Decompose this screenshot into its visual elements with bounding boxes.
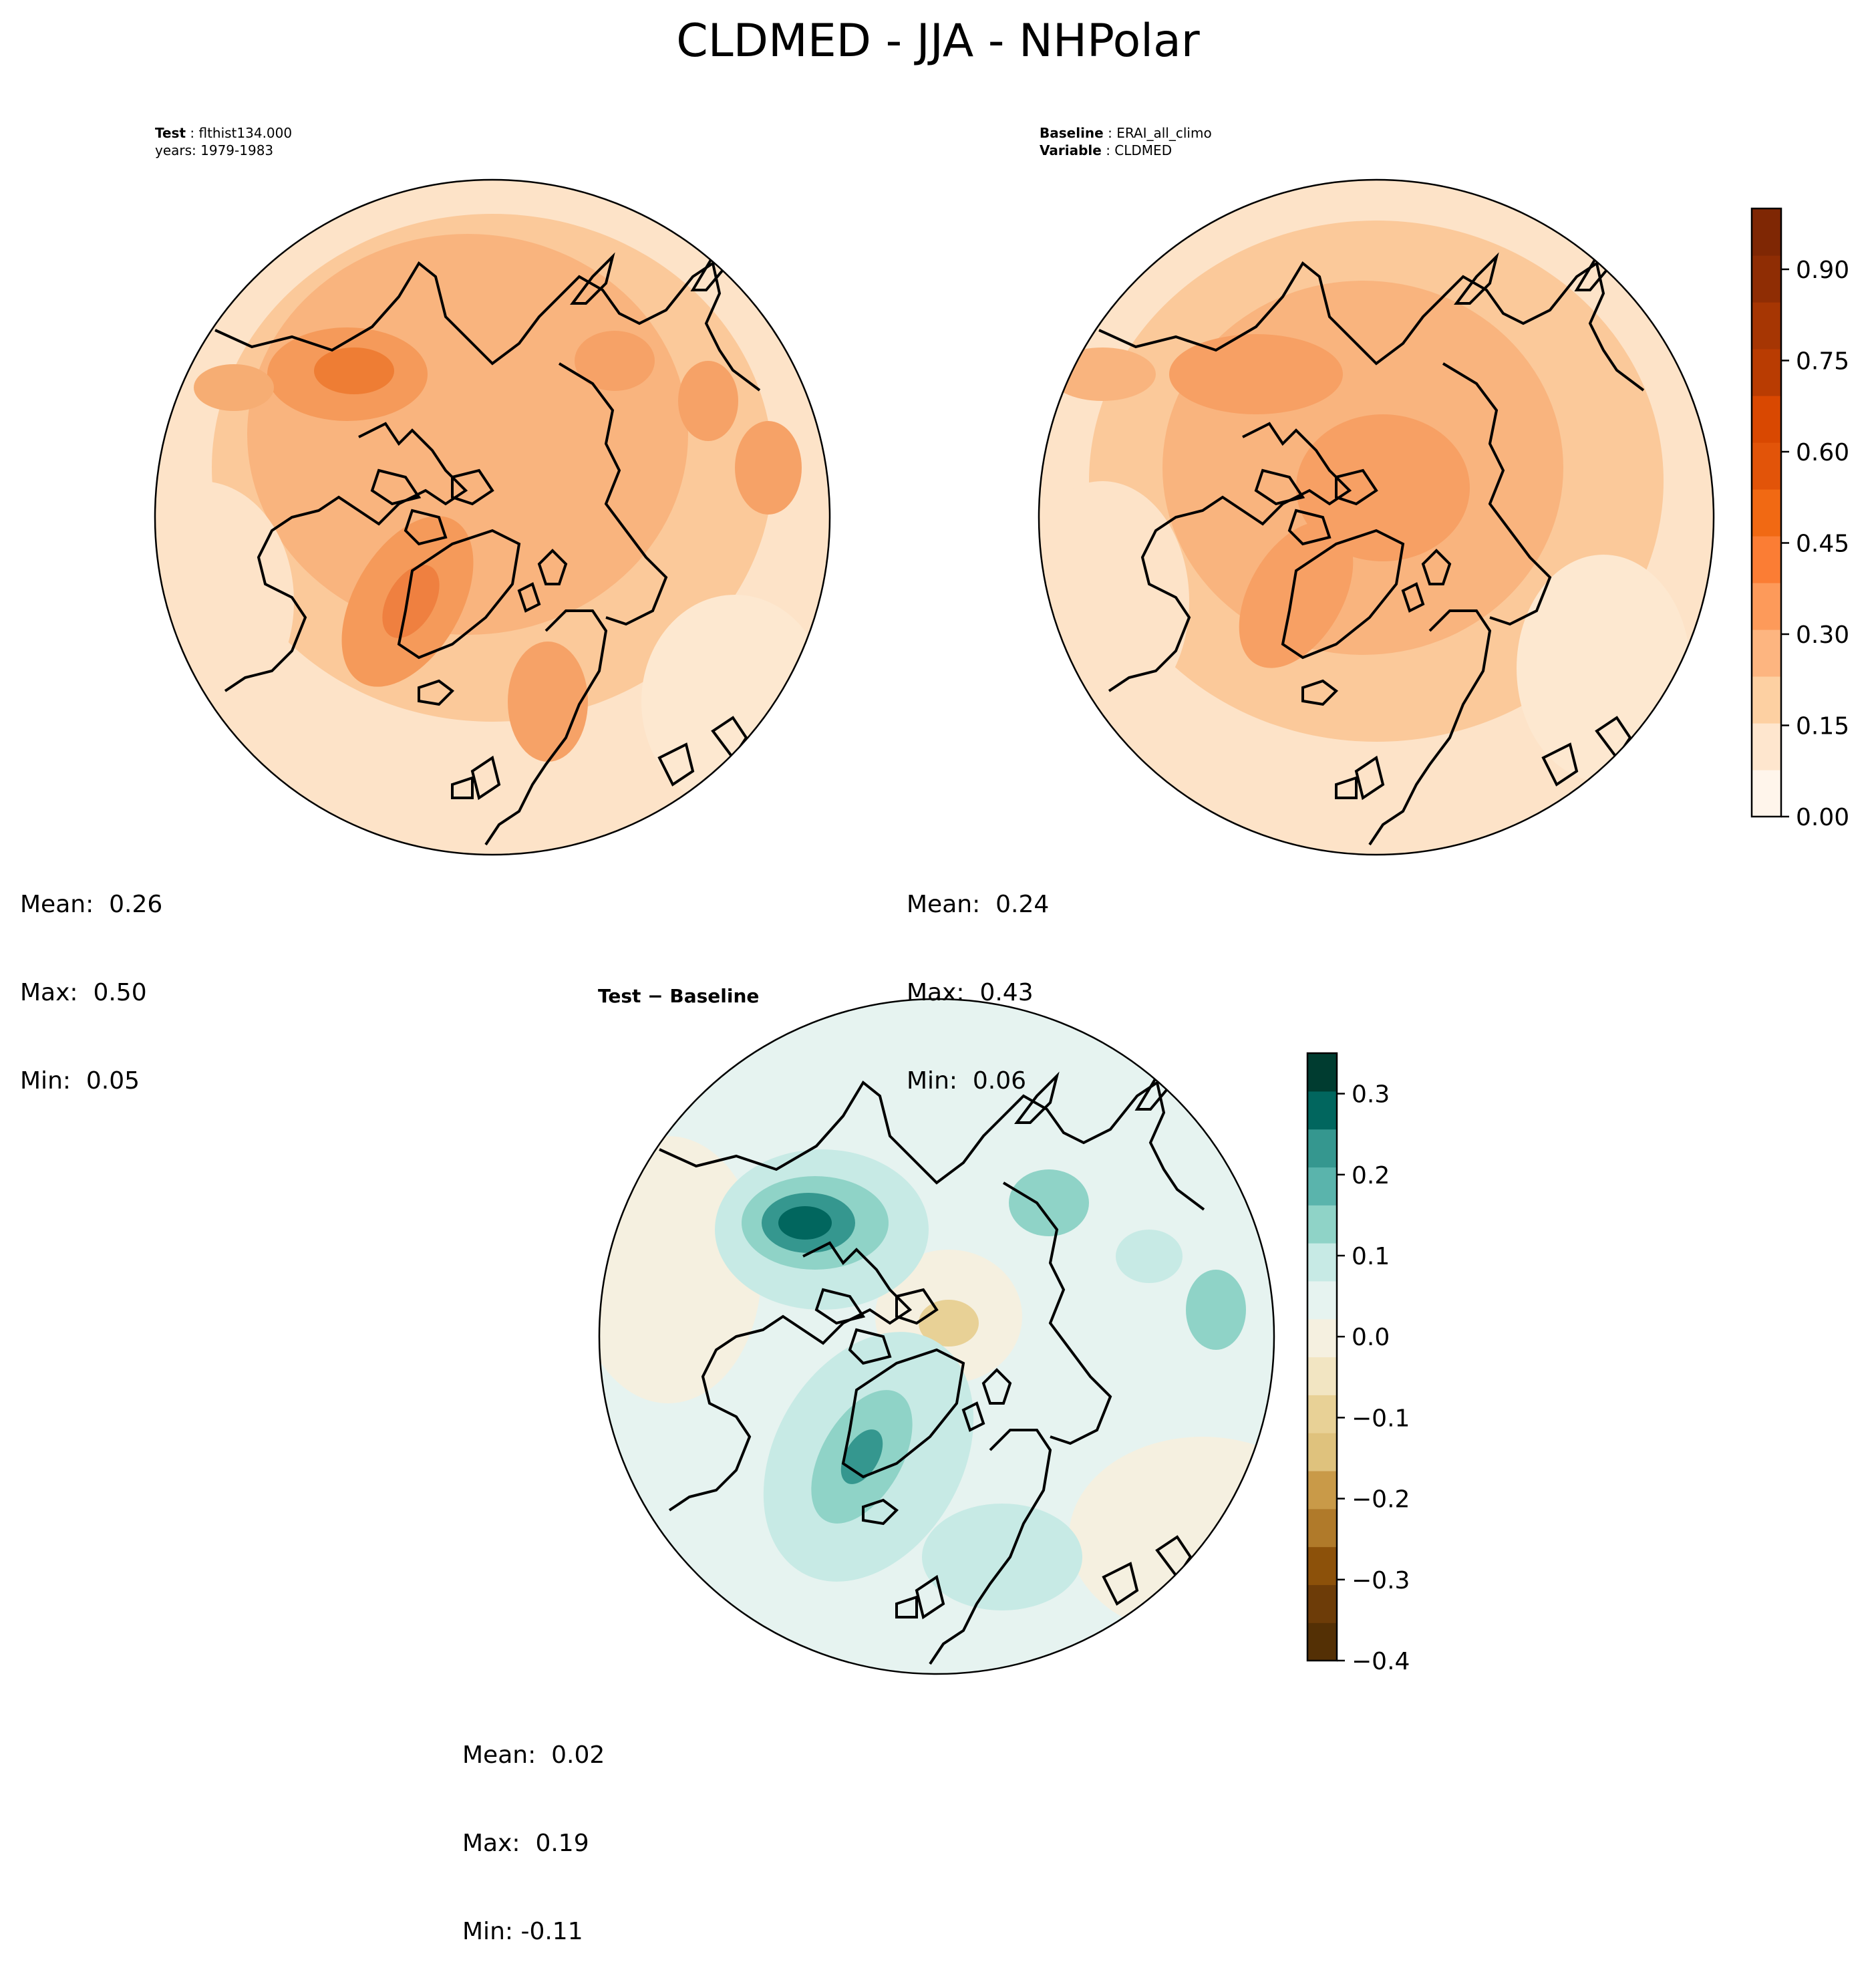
- baseline-label-key: Baseline: [1040, 125, 1104, 141]
- colorbar-cldmed-segment: [1752, 770, 1781, 817]
- colorbar-cldmed-tick-label: 0.60: [1796, 439, 1849, 466]
- colorbar-diff-tick-label: 0.3: [1352, 1081, 1390, 1109]
- colorbar-diff-segment: [1307, 1508, 1337, 1548]
- colorbar-diff-tick-label: −0.1: [1352, 1405, 1410, 1432]
- test-label-key: Test: [155, 125, 186, 141]
- baseline-stats: Mean: 0.24 Max: 0.43 Min: 0.06: [907, 831, 1049, 1125]
- map-baseline: [1038, 178, 1715, 856]
- colorbar-cldmed-segment: [1752, 489, 1781, 537]
- colorbar-diff-segment: [1307, 1053, 1337, 1092]
- test-header: Test : flthist134.000 years: 1979-1983: [155, 125, 293, 158]
- colorbar-diff-segment: [1307, 1622, 1337, 1661]
- colorbar-cldmed-segment: [1752, 349, 1781, 396]
- diff-stats: Mean: 0.02 Max: 0.19 Min: -0.11: [462, 1682, 605, 1976]
- maps-svg: 0.000.150.300.450.600.750.90 0.30.20.10.…: [154, 178, 1849, 1675]
- baseline-mean: Mean: 0.24: [907, 891, 1050, 918]
- colorbar-cldmed-segment: [1752, 255, 1781, 303]
- colorbar-diff-segment: [1307, 1318, 1337, 1358]
- test-years: years: 1979-1983: [155, 142, 274, 158]
- colorbar-cldmed-segment: [1752, 629, 1781, 677]
- colorbar-cldmed-segment: [1752, 302, 1781, 349]
- baseline-min: Min: 0.06: [907, 1067, 1027, 1095]
- colorbar-cldmed-segment: [1752, 396, 1781, 443]
- colorbar-diff-segment: [1307, 1205, 1337, 1244]
- colorbar-diff-segment: [1307, 1395, 1337, 1433]
- colorbar-cldmed-segment: [1752, 442, 1781, 490]
- colorbar-cldmed-tick-label: 0.90: [1796, 257, 1849, 284]
- colorbar-diff-segment: [1307, 1546, 1337, 1585]
- test-stats: Mean: 0.26 Max: 0.50 Min: 0.05: [20, 831, 162, 1125]
- colorbar-diff-segment: [1307, 1584, 1337, 1623]
- baseline-variable-key: Variable: [1040, 142, 1102, 158]
- diff-min: Min: -0.11: [462, 1918, 583, 1945]
- baseline-variable-value: CLDMED: [1114, 142, 1172, 158]
- colorbar-cldmed-tick-label: 0.30: [1796, 621, 1849, 649]
- colorbar-cldmed-segment: [1752, 583, 1781, 630]
- colorbar-diff-segment: [1307, 1129, 1337, 1168]
- colorbar-cldmed-tick-label: 0.75: [1796, 348, 1849, 376]
- map-test: [154, 178, 831, 856]
- colorbar-diff-tick-label: 0.2: [1352, 1162, 1390, 1189]
- test-min: Min: 0.05: [20, 1067, 140, 1095]
- colorbar-cldmed-segment: [1752, 676, 1781, 724]
- colorbar-diff-segment: [1307, 1280, 1337, 1320]
- colorbar-cldmed: 0.00 0.15 0.30 0.45 0.60 0.75 0.90: [1750, 207, 1849, 831]
- test-label-value: flthist134.000: [198, 125, 293, 141]
- colorbar-cldmed-tick-label: 0.45: [1796, 531, 1849, 558]
- figure-title: CLDMED - JJA - NHPolar: [676, 15, 1200, 67]
- map-diff: [598, 998, 1275, 1675]
- diff-max: Max: 0.19: [462, 1830, 589, 1857]
- test-max: Max: 0.50: [20, 979, 147, 1006]
- colorbar-diff-segment: [1307, 1243, 1337, 1282]
- colorbar-diff: 0.3 0.2 0.1 0.0 −0.1 −0.2 −0.3 −0.4: [1306, 1052, 1410, 1675]
- diff-mean: Mean: 0.02: [462, 1741, 605, 1769]
- colorbar-diff-segment: [1307, 1470, 1337, 1510]
- colorbar-diff-segment: [1307, 1091, 1337, 1130]
- colorbar-diff-segment: [1307, 1357, 1337, 1395]
- colorbar-cldmed-segment: [1752, 208, 1781, 256]
- colorbar-diff-tick-label: −0.2: [1352, 1486, 1410, 1514]
- baseline-label-value: ERAI_all_climo: [1116, 125, 1212, 141]
- colorbar-diff-tick-label: −0.4: [1352, 1648, 1410, 1675]
- colorbar-cldmed-tick-label: 0.00: [1796, 804, 1849, 831]
- colorbar-diff-tick-label: −0.3: [1352, 1567, 1410, 1594]
- test-mean: Mean: 0.26: [20, 891, 163, 918]
- colorbar-cldmed-frame: [1750, 207, 1782, 818]
- colorbar-cldmed-tick-label: 0.15: [1796, 713, 1849, 740]
- colorbar-diff-tick-label: 0.1: [1352, 1243, 1390, 1270]
- colorbar-diff-segment: [1307, 1167, 1337, 1206]
- colorbar-cldmed-segment: [1752, 536, 1781, 583]
- colorbar-cldmed-segment: [1752, 723, 1781, 770]
- baseline-max: Max: 0.43: [907, 979, 1034, 1006]
- colorbar-diff-tick-label: 0.0: [1352, 1324, 1390, 1351]
- colorbar-diff-segment: [1307, 1433, 1337, 1471]
- diff-title: Test − Baseline: [598, 985, 760, 1007]
- colorbar-diff-frame: [1306, 1052, 1338, 1662]
- baseline-header: Baseline : ERAI_all_climo Variable : CLD…: [1040, 125, 1212, 158]
